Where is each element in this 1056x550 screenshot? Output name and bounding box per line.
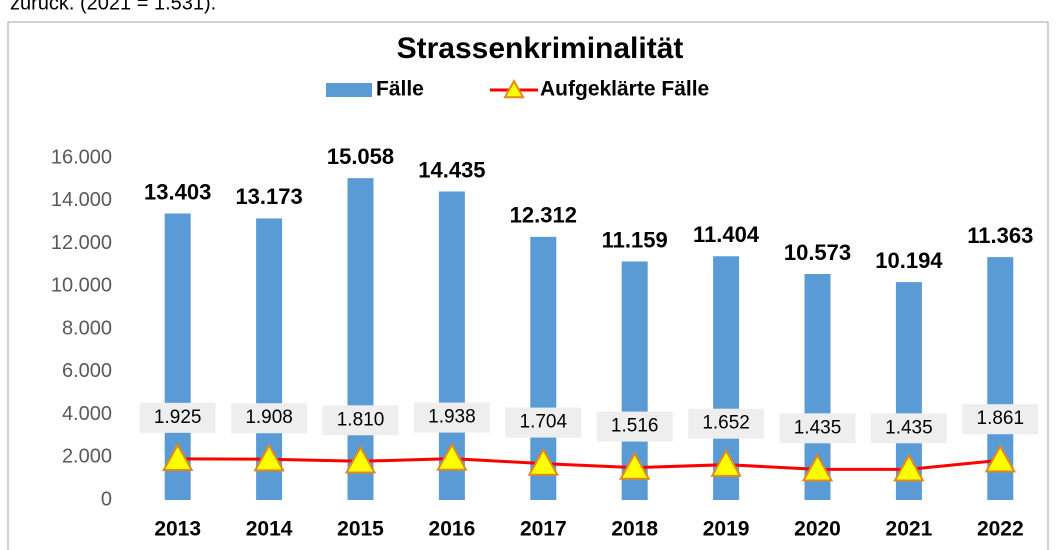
bar-value-label: 14.435: [418, 157, 485, 182]
y-tick-label: 8.000: [62, 317, 112, 339]
marker: [893, 453, 925, 482]
x-tick-label: 2022: [977, 518, 1024, 541]
line: [177, 457, 1001, 471]
label-box: [870, 413, 947, 444]
marker: [984, 444, 1016, 473]
y-tick-label: 12.000: [51, 232, 112, 254]
x-tick-label: 2017: [520, 518, 567, 541]
legend-label: Aufgeklärte Fälle: [540, 78, 709, 101]
x-tick-label: 2018: [611, 518, 658, 541]
note: zurück. (2021 = 1.531).: [10, 0, 216, 14]
marker: [710, 448, 742, 477]
bar-value-label: 11.404: [693, 222, 760, 247]
y-tick-label: 0: [101, 488, 112, 510]
marker: [436, 442, 468, 471]
line-value-label: 1.435: [794, 417, 842, 438]
y-tick-label: 14.000: [51, 189, 112, 211]
legend-label: Fälle: [376, 78, 424, 101]
bar-value-label: 10.194: [875, 248, 943, 273]
x-tick-label: 2016: [429, 518, 476, 541]
label-box: [596, 411, 673, 442]
line-value-label: 1.925: [154, 407, 202, 428]
bar-value-label: 11.159: [602, 227, 668, 252]
legend-swatch: [326, 83, 372, 97]
marker: [162, 442, 194, 472]
x-tick-label: 2021: [886, 518, 933, 541]
label-box: [231, 403, 308, 434]
x-tick-label: 2019: [703, 518, 750, 541]
bar-value-label: 13.403: [144, 179, 211, 204]
label-box: [413, 402, 490, 433]
y-tick-label: 10.000: [51, 275, 112, 297]
marker: [253, 443, 285, 472]
bar-value-label: 15.058: [327, 144, 394, 169]
line-value-label: 1.908: [245, 407, 293, 428]
bar-value-label: 11.363: [967, 223, 1033, 248]
label-box: [505, 407, 582, 438]
x-tick-label: 2015: [337, 518, 384, 541]
y-tick-label: 6.000: [62, 360, 112, 382]
label-box: [322, 405, 399, 436]
marker: [619, 451, 651, 480]
x-tick-label: 2014: [246, 518, 293, 541]
line-value-label: 1.652: [702, 413, 750, 434]
chart-title: Strassenkriminalität: [397, 32, 684, 65]
legend-marker: [503, 78, 525, 99]
y-tick-label: 2.000: [62, 446, 112, 468]
x-tick-label: 2020: [794, 518, 841, 541]
bar-value-label: 10.573: [784, 240, 851, 265]
y-tick-label: 16.000: [51, 146, 112, 168]
line-value-label: 1.704: [520, 412, 568, 433]
marker: [344, 445, 377, 474]
line-value-label: 1.861: [977, 408, 1025, 429]
bar-value-label: 13.173: [235, 184, 302, 209]
line-value-label: 1.435: [885, 417, 933, 438]
y-tick-label: 4.000: [62, 403, 112, 425]
bar-value-label: 12.312: [510, 203, 577, 228]
x-tick-label: 2013: [154, 518, 201, 541]
line-value-label: 1.810: [337, 409, 385, 430]
line-value-label: 1.516: [611, 416, 659, 437]
marker: [527, 447, 559, 476]
line-value-label: 1.938: [428, 407, 476, 428]
label-box: [779, 413, 856, 444]
label-box: [688, 408, 765, 439]
marker: [801, 453, 834, 482]
label-box: [962, 404, 1039, 435]
label-box: [139, 402, 216, 433]
